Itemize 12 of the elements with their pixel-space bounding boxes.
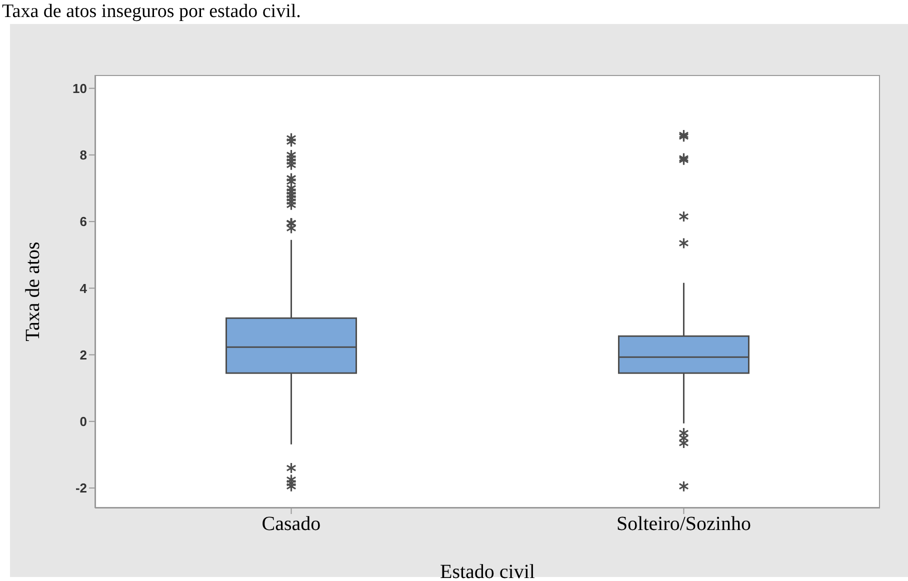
y-tick-label: 2 (80, 347, 87, 362)
y-tick-label: 10 (72, 80, 87, 96)
x-axis-title: Estado civil (440, 561, 536, 581)
y-tick-label: -2 (75, 480, 87, 496)
y-axis-title: Taxa de atos (22, 241, 44, 342)
y-tick-label: 6 (80, 214, 87, 230)
y-tick-label: 0 (80, 414, 87, 430)
chart-title: Taxa de atos inseguros por estado civil. (2, 1, 301, 23)
x-tick-label: Solteiro/Sozinho (616, 513, 751, 536)
y-tick-label: 8 (80, 148, 87, 163)
x-tick-label: Casado (262, 513, 321, 536)
y-tick-label: 4 (80, 280, 88, 296)
